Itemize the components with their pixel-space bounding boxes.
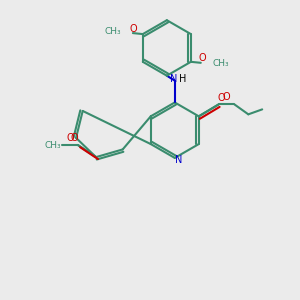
Text: N: N: [175, 155, 182, 165]
Text: CH₃: CH₃: [105, 27, 122, 36]
Text: H: H: [179, 74, 186, 84]
Text: O: O: [129, 24, 137, 34]
Text: N: N: [170, 74, 178, 84]
Text: O: O: [70, 133, 78, 143]
Text: O: O: [199, 53, 207, 63]
Text: O: O: [218, 94, 225, 103]
Text: CH₃: CH₃: [44, 141, 61, 150]
Text: O: O: [67, 133, 74, 143]
Text: CH₃: CH₃: [212, 59, 229, 68]
Text: O: O: [223, 92, 230, 103]
